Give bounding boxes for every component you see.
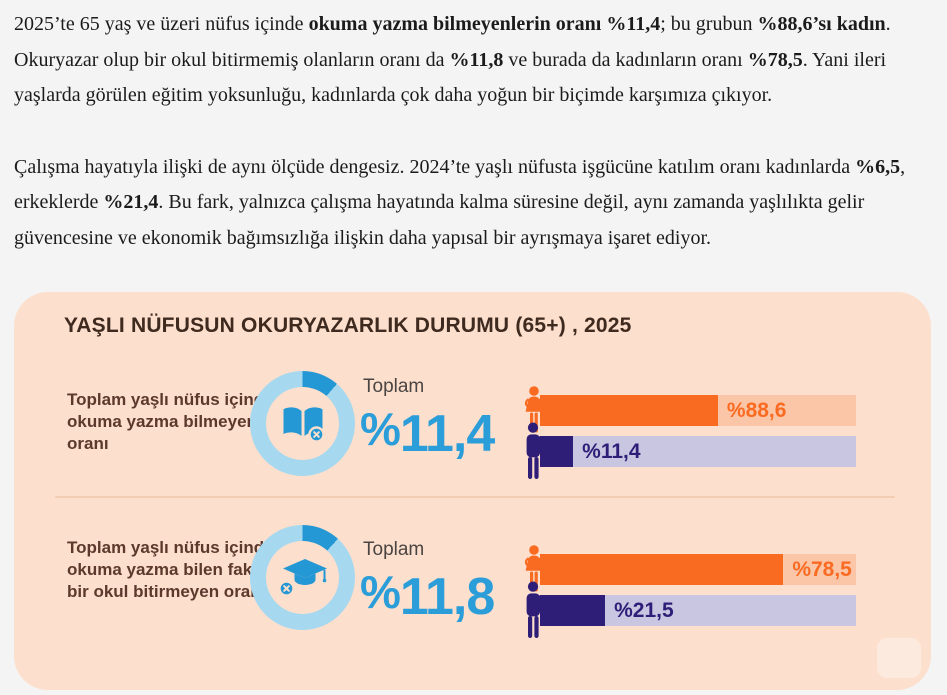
- bar-track: %78,5: [540, 554, 856, 585]
- row1-donut-chart: [250, 371, 355, 476]
- row-divider: [55, 496, 895, 498]
- male-icon: [526, 422, 544, 479]
- bar-value-label: %78,5: [792, 557, 852, 581]
- graduation-cap-x-icon: [250, 525, 355, 630]
- bar-fill: [540, 595, 606, 626]
- percent-sign: %: [360, 566, 401, 618]
- row2-female-bar: %78,5: [519, 545, 864, 593]
- bar-fill: [540, 436, 574, 467]
- row2-label: Toplam yaşlı nüfus içinde okuma yazma bi…: [67, 538, 274, 601]
- article-text: 2025’te 65 yaş ve üzeri nüfus içinde oku…: [0, 0, 947, 256]
- row1-male-bar: %11,4: [519, 422, 864, 480]
- total-number: 11,4: [399, 405, 495, 463]
- row2-donut-chart: [250, 525, 355, 630]
- infographic-title: YAŞLI NÜFUSUN OKURYAZARLIK DURUMU (65+) …: [64, 314, 632, 337]
- bar-track: %88,6: [540, 395, 856, 426]
- bar-value-label: %21,5: [614, 598, 674, 622]
- bar-fill: [540, 395, 718, 426]
- bar-value-label: %11,4: [582, 439, 641, 463]
- total-number: 11,8: [399, 568, 495, 626]
- row2-male-bar: %21,5: [519, 581, 864, 639]
- book-x-icon: [250, 371, 355, 476]
- watermark-logo: [877, 638, 921, 678]
- row2-total-value: %11,8: [360, 568, 495, 626]
- paragraph-literacy-stats: 2025’te 65 yaş ve üzeri nüfus içinde oku…: [14, 13, 891, 106]
- bar-fill: [540, 554, 784, 585]
- row1-label: Toplam yaşlı nüfus içinde okuma yazma bi…: [67, 390, 274, 453]
- row1-total-label: Toplam: [363, 376, 425, 397]
- bar-value-label: %88,6: [726, 398, 787, 422]
- row1-female-bar: %88,6: [519, 386, 864, 434]
- row1-total-value: %11,4: [360, 405, 495, 463]
- percent-sign: %: [360, 403, 401, 455]
- male-icon: [526, 581, 544, 638]
- bar-track: %11,4: [540, 436, 856, 467]
- infographic-card: YAŞLI NÜFUSUN OKURYAZARLIK DURUMU (65+) …: [14, 292, 931, 690]
- paragraph-labor-stats: Çalışma hayatıyla ilişki de aynı ölçüde …: [14, 155, 906, 249]
- bar-track: %21,5: [540, 595, 856, 626]
- row2-total-label: Toplam: [363, 539, 425, 560]
